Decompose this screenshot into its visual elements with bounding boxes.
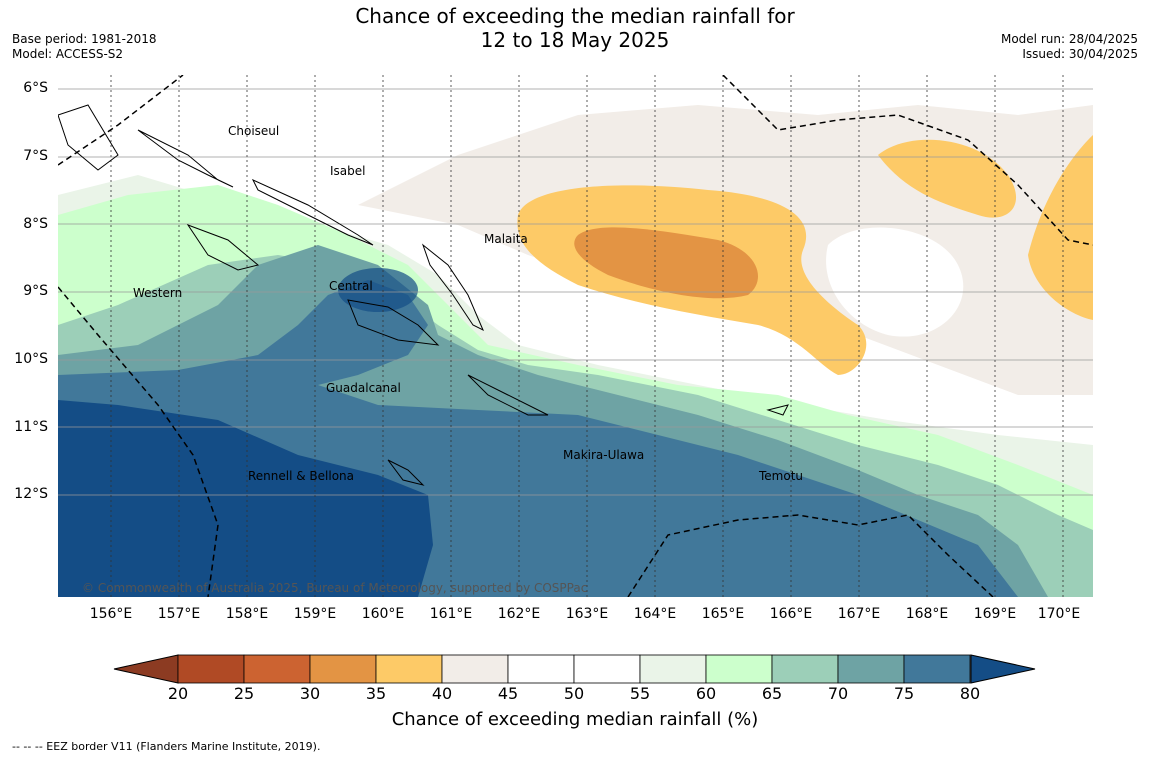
choiseul-island [137, 129, 234, 188]
malaita-island [421, 243, 484, 332]
colorbar [113, 654, 1036, 684]
copyright-notice: © Commonwealth of Australia 2025, Bureau… [82, 581, 588, 595]
temotu-island [766, 404, 789, 416]
colorbar-tick: 55 [629, 684, 651, 703]
region-label-central: Central [329, 279, 373, 293]
contour-over-80 [58, 400, 433, 597]
lon-label: 159°E [293, 606, 337, 622]
eez-border-northeast [722, 75, 1093, 246]
lon-label: 164°E [633, 606, 677, 622]
lon-label: 167°E [837, 606, 881, 622]
colorbar-tick: 25 [233, 684, 255, 703]
issued-date: Issued: 30/04/2025 [1022, 47, 1138, 61]
contour-30-35 [574, 227, 758, 299]
lat-label: 7°S [23, 148, 48, 164]
lon-label: 160°E [361, 606, 405, 622]
colorbar-cell [903, 654, 971, 684]
lon-label: 163°E [565, 606, 609, 622]
region-label-isabel: Isabel [330, 164, 366, 178]
contour-45-50-east [826, 227, 964, 337]
colorbar-cells [177, 654, 971, 684]
region-label-malaita: Malaita [484, 232, 528, 246]
region-label-western: Western [133, 286, 183, 300]
contour-35-40-north [878, 139, 1017, 218]
colorbar-cell [573, 654, 641, 684]
region-label-choiseul: Choiseul [228, 124, 280, 138]
bougainville-island [58, 104, 119, 171]
central-high-patch [338, 268, 418, 312]
colorbar-over-arrow [970, 654, 1036, 684]
colorbar-tick: 75 [893, 684, 915, 703]
guadalcanal-island [347, 299, 440, 346]
colorbar-tick: 30 [299, 684, 321, 703]
colorbar-tick: 20 [167, 684, 189, 703]
lon-label: 170°E [1037, 606, 1081, 622]
colorbar-cell [177, 654, 245, 684]
contour-35-40-edge [1028, 135, 1093, 320]
colorbar-tick: 70 [827, 684, 849, 703]
colorbar-cell [243, 654, 311, 684]
colorbar-cell [507, 654, 575, 684]
lon-label: 165°E [701, 606, 745, 622]
lat-label: 12°S [14, 486, 48, 502]
region-label-makira: Makira-Ulawa [563, 448, 645, 462]
coastlines [58, 104, 789, 486]
lat-label: 8°S [23, 216, 48, 232]
lon-label: 161°E [429, 606, 473, 622]
base-period: Base period: 1981-2018 [12, 32, 157, 46]
lat-grid [58, 88, 1093, 496]
colorbar-tick: 35 [365, 684, 387, 703]
title-line-1: Chance of exceeding the median rainfall … [355, 4, 795, 28]
colorbar-tick: 60 [695, 684, 717, 703]
lon-label: 169°E [973, 606, 1017, 622]
map-canvas [58, 75, 1093, 597]
colorbar-cell [441, 654, 509, 684]
footnote-eez: -- -- -- EEZ border V11 (Flanders Marine… [12, 740, 321, 753]
makira-island [467, 374, 549, 416]
western-island-a [186, 223, 260, 271]
region-label-temotu: Temotu [759, 469, 804, 483]
lon-label: 158°E [225, 606, 269, 622]
lon-label: 157°E [157, 606, 201, 622]
rainfall-map: Choiseul Isabel Malaita Western Central … [58, 75, 1093, 597]
model-run: Model run: 28/04/2025 [1000, 32, 1138, 46]
model-name: Model: ACCESS-S2 [12, 47, 124, 61]
colorbar-tick: 80 [959, 684, 981, 703]
colorbar-tick: 40 [431, 684, 453, 703]
colorbar-label: Chance of exceeding median rainfall (%) [391, 709, 759, 730]
colorbar-cell [309, 654, 377, 684]
lat-label: 11°S [14, 419, 48, 435]
lon-label: 156°E [89, 606, 133, 622]
colorbar-tick: 45 [497, 684, 519, 703]
colorbar-cell [837, 654, 905, 684]
colorbar-tick: 65 [761, 684, 783, 703]
colorbar-tick: 50 [563, 684, 585, 703]
title-line-2: 12 to 18 May 2025 [480, 28, 670, 52]
rennell-island [387, 459, 425, 486]
isabel-island [251, 178, 374, 246]
lon-label: 168°E [905, 606, 949, 622]
colorbar-cell [375, 654, 443, 684]
region-label-rennell: Rennell & Bellona [248, 469, 355, 483]
lat-label: 6°S [23, 80, 48, 96]
colorbar-cell [639, 654, 707, 684]
colorbar-under-arrow [113, 654, 179, 684]
eez-border-west [58, 286, 219, 597]
lat-label: 9°S [23, 283, 48, 299]
lon-label: 166°E [769, 606, 813, 622]
region-label-guadalcanal: Guadalcanal [326, 381, 401, 395]
lon-label: 162°E [497, 606, 541, 622]
colorbar-cell [771, 654, 839, 684]
colorbar-cell [705, 654, 773, 684]
lon-grid [110, 75, 1064, 597]
eez-border-northwest [58, 75, 184, 166]
lat-label: 10°S [14, 351, 48, 367]
eez-border-southeast [627, 514, 994, 597]
